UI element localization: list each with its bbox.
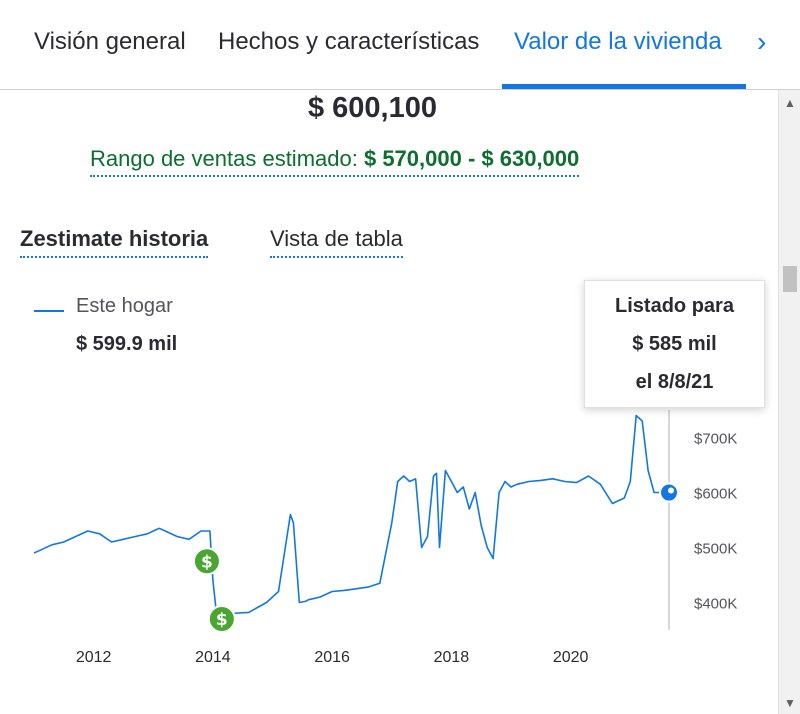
legend-series-name: Este hogar <box>76 295 173 317</box>
estimated-sales-range[interactable]: Rango de ventas estimado: $ 570,000 - $ … <box>90 146 580 177</box>
x-tick-label: 2014 <box>195 649 231 666</box>
tab-facts-features[interactable]: Hechos y características <box>218 28 480 55</box>
y-tick-label: $600K <box>694 486 737 503</box>
x-tick-label: 2012 <box>76 649 112 666</box>
legend-line-icon <box>34 310 64 312</box>
listing-marker-dot <box>668 487 675 494</box>
tab-overview[interactable]: Visión general <box>34 28 186 55</box>
range-label: Rango de ventas estimado: <box>90 146 358 171</box>
dollar-icon: $ <box>216 610 228 630</box>
range-value: $ 570,000 - $ 630,000 <box>363 146 580 171</box>
x-tick-label: 2016 <box>314 649 350 666</box>
scroll-thumb[interactable] <box>783 266 797 292</box>
zestimate-history-chart[interactable]: $700K $600K $500K $400K 2012 2014 2016 2018 2020… <box>0 400 778 700</box>
chart-svg: $700K $600K $500K $400K 2012 2014 2016 2018 2020… <box>33 410 737 666</box>
tooltip-line-3: el 8/8/21 <box>635 371 714 393</box>
active-tab-indicator <box>502 84 746 89</box>
zestimate-value: $ 600,100 <box>307 92 437 124</box>
tab-home-value[interactable]: Valor de la vivienda <box>514 28 722 55</box>
scroll-down-arrow-icon[interactable]: ▼ <box>784 696 796 710</box>
chevron-right-icon[interactable]: › <box>757 26 767 57</box>
y-tick-label: $700K <box>694 431 737 448</box>
series-line-0 <box>33 414 669 615</box>
x-tick-label: 2018 <box>434 649 470 666</box>
tab-bar: Visión general Hechos y características … <box>0 0 800 90</box>
zestimate-history-tab[interactable]: Zestimate historia <box>20 226 209 258</box>
y-tick-label: $500K <box>694 541 737 558</box>
tooltip-line-1: Listado para <box>615 295 734 317</box>
scrollbar[interactable]: ▲ ▼ <box>778 90 800 714</box>
listing-tooltip: Listado para $ 585 mil el 8/8/21 <box>584 280 765 408</box>
legend-series-value: $ 599.9 mil <box>76 333 178 355</box>
sold-marker-icon <box>192 547 221 576</box>
x-tick-label: 2020 <box>553 649 589 666</box>
sold-marker-icon <box>207 605 236 633</box>
dollar-icon: $ <box>201 552 213 572</box>
tooltip-line-2: $ 585 mil <box>632 333 717 355</box>
scroll-up-arrow-icon[interactable]: ▲ <box>784 96 796 110</box>
table-view-tab[interactable]: Vista de tabla <box>270 226 403 258</box>
y-tick-label: $400K <box>694 596 737 613</box>
